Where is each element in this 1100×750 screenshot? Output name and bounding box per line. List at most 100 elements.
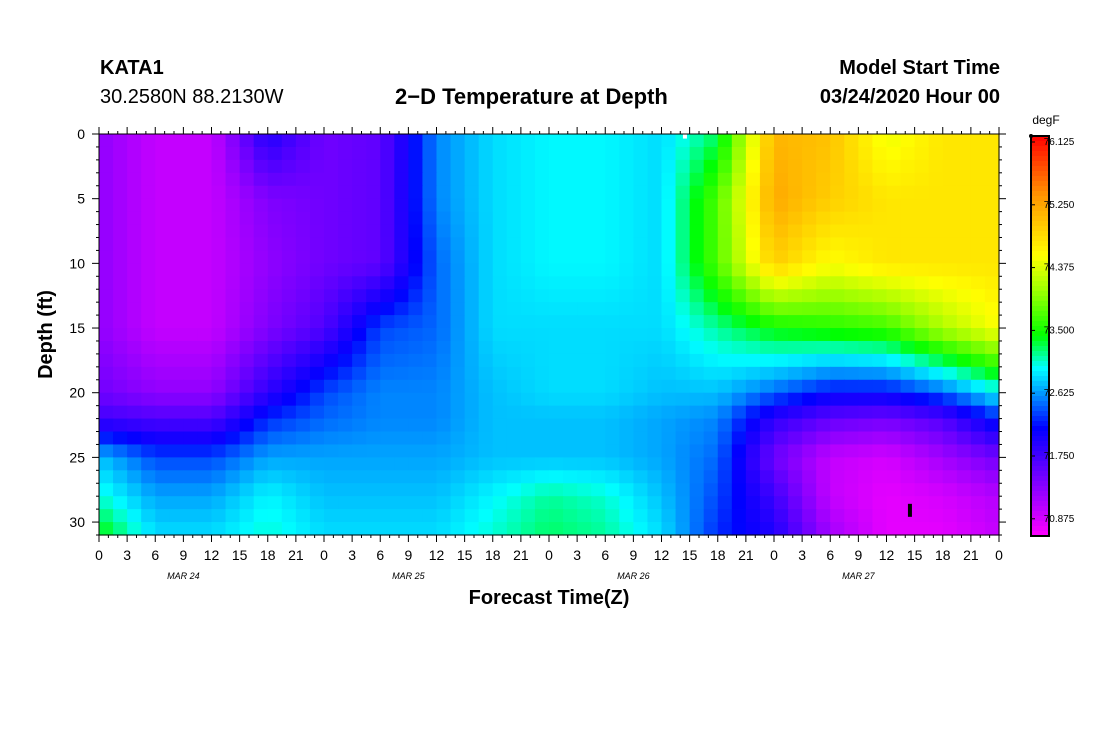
x-tick-label: 9: [629, 547, 637, 563]
heatmap-cell: [366, 457, 381, 471]
heatmap-cell: [464, 405, 480, 420]
heatmap-cell: [239, 250, 255, 264]
heatmap-cell: [324, 211, 339, 226]
heatmap-cell: [155, 379, 170, 394]
heatmap-cell: [577, 457, 592, 471]
heatmap-cell: [239, 237, 255, 252]
heatmap-cell: [816, 134, 831, 148]
heatmap-cell: [788, 340, 803, 355]
heatmap-cell: [253, 366, 269, 381]
heatmap-cell: [886, 250, 902, 264]
heatmap-cell: [352, 496, 367, 510]
heatmap-cell: [886, 509, 902, 523]
heatmap-cell: [774, 353, 789, 368]
x-tick-label: 6: [826, 547, 834, 563]
heatmap-cell: [225, 405, 241, 420]
heatmap-cell: [155, 328, 170, 342]
heatmap-cell: [239, 392, 255, 407]
heatmap-cell: [141, 276, 156, 290]
y-tick-label: 0: [77, 126, 85, 142]
heatmap-cell: [99, 289, 114, 303]
heatmap-cell: [338, 224, 353, 239]
heatmap-cell: [408, 146, 424, 161]
heatmap-cell: [577, 392, 592, 407]
heatmap-cell: [619, 172, 634, 187]
heatmap-cell: [661, 276, 677, 290]
heatmap-cell: [661, 146, 677, 161]
heatmap-cell: [549, 392, 564, 407]
heatmap-cell: [886, 237, 902, 252]
heatmap-cell: [591, 366, 606, 381]
heatmap-cell: [99, 418, 114, 433]
heatmap-cell: [731, 250, 747, 264]
heatmap-cell: [478, 522, 494, 536]
heatmap-cell: [591, 392, 606, 407]
heatmap-cell: [338, 250, 353, 264]
heatmap-cell: [253, 496, 269, 510]
heatmap-cell: [900, 198, 916, 213]
heatmap-cell: [380, 302, 395, 316]
heatmap-cell: [675, 328, 691, 342]
heatmap-cell: [380, 237, 395, 252]
heatmap-cell: [127, 237, 142, 252]
heatmap-cell: [253, 250, 269, 264]
heatmap-cell: [253, 302, 269, 316]
heatmap-cell: [534, 353, 550, 368]
heatmap-cell: [267, 237, 283, 252]
heatmap-cell: [661, 444, 677, 458]
heatmap-cell: [788, 470, 803, 484]
heatmap-cell: [984, 496, 1000, 510]
heatmap-cell: [253, 353, 269, 368]
heatmap-cell: [267, 198, 283, 213]
heatmap-cell: [422, 379, 438, 394]
heatmap-cell: [183, 198, 199, 213]
colorbar-segment: [1031, 456, 1049, 462]
heatmap-cell: [506, 522, 522, 536]
heatmap-cell: [774, 315, 789, 329]
heatmap-cell: [633, 522, 649, 536]
heatmap-cell: [281, 185, 297, 200]
heatmap-cell: [633, 431, 649, 446]
heatmap-cell: [970, 276, 986, 290]
heatmap-cell: [872, 263, 888, 277]
heatmap-cell: [633, 198, 649, 213]
heatmap-cell: [802, 444, 817, 458]
heatmap-cell: [394, 211, 409, 226]
heatmap-cell: [591, 276, 606, 290]
heatmap-cell: [872, 250, 888, 264]
heatmap-cell: [225, 172, 241, 187]
x-tick-label: 0: [995, 547, 1003, 563]
heatmap-cell: [886, 522, 902, 536]
heatmap-cell: [113, 366, 128, 381]
heatmap-cell: [324, 379, 339, 394]
heatmap-cell: [886, 431, 902, 446]
heatmap-cell: [844, 224, 859, 239]
colorbar-segment: [1031, 201, 1049, 207]
heatmap-cell: [844, 315, 859, 329]
heatmap-cell: [267, 211, 283, 226]
heatmap-cell: [774, 470, 789, 484]
heatmap-cell: [309, 379, 325, 394]
heatmap-cell: [956, 353, 972, 368]
heatmap-cell: [253, 431, 269, 446]
heatmap-cell: [436, 366, 452, 381]
heatmap-cell: [886, 198, 902, 213]
colorbar-segment: [1031, 451, 1049, 457]
heatmap-cell: [858, 457, 874, 471]
heatmap-cell: [970, 159, 986, 174]
heatmap-cell: [689, 509, 705, 523]
colorbar-segment: [1031, 346, 1049, 352]
heatmap-cell: [211, 263, 227, 277]
heatmap-cell: [886, 159, 902, 174]
heatmap-cell: [267, 483, 283, 497]
heatmap-cell: [858, 211, 874, 226]
heatmap-cell: [338, 483, 353, 497]
heatmap-cell: [956, 457, 972, 471]
heatmap-cell: [619, 522, 634, 536]
heatmap-cell: [759, 328, 775, 342]
heatmap-cell: [731, 509, 747, 523]
heatmap-cell: [436, 185, 452, 200]
heatmap-cell: [816, 146, 831, 161]
heatmap-cell: [436, 328, 452, 342]
heatmap-cell: [577, 276, 592, 290]
